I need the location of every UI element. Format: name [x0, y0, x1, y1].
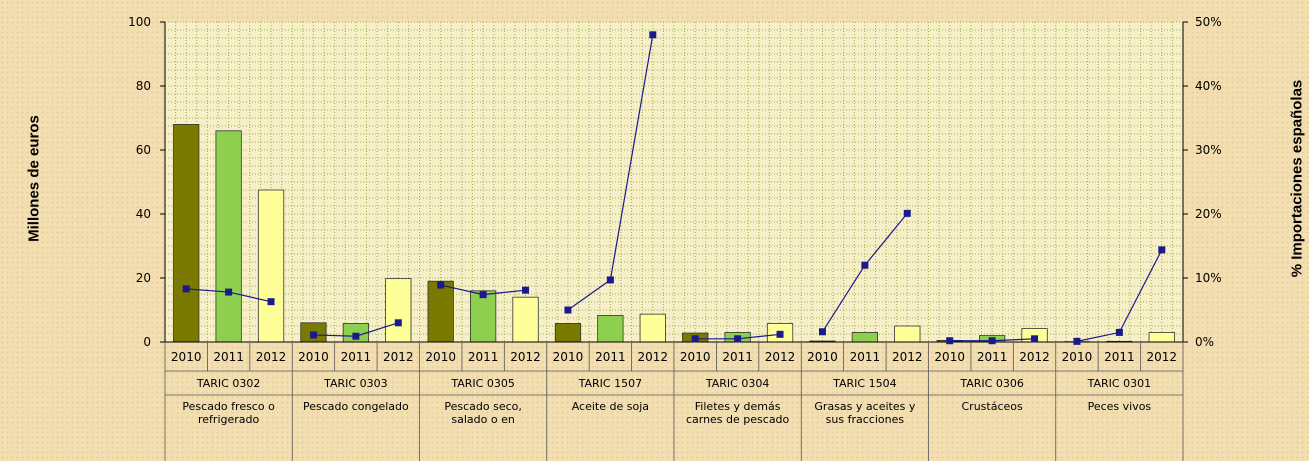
- year-label: 2010: [298, 350, 329, 364]
- pct-point-2-1: [479, 291, 487, 299]
- right-tick-label: 40%: [1195, 79, 1222, 93]
- pct-point-0-2: [267, 298, 275, 306]
- year-label: 2010: [553, 350, 584, 364]
- group-desc-label: refrigerado: [198, 413, 259, 426]
- left-tick-label: 100: [128, 15, 151, 29]
- group-code-label: TARIC 0303: [323, 377, 387, 390]
- pct-point-2-0: [437, 281, 445, 289]
- group-desc-label: Grasas y aceites y: [814, 400, 915, 413]
- pct-point-7-2: [1158, 246, 1166, 254]
- group-desc-label: carnes de pescado: [686, 413, 790, 426]
- pct-point-0-1: [225, 288, 233, 296]
- year-label: 2012: [510, 350, 541, 364]
- year-label: 2010: [807, 350, 838, 364]
- left-tick-label: 80: [136, 79, 151, 93]
- year-label: 2010: [680, 350, 711, 364]
- group-code-label: TARIC 1507: [578, 377, 642, 390]
- group-desc-label: Peces vivos: [1088, 400, 1152, 413]
- right-tick-label: 0%: [1195, 335, 1214, 349]
- year-label: 2012: [1147, 350, 1178, 364]
- pct-point-7-1: [1115, 328, 1123, 336]
- right-axis-title: % Importaciones españolas: [1288, 79, 1306, 278]
- year-label: 2011: [213, 350, 244, 364]
- pct-point-1-2: [394, 319, 402, 327]
- bar-2011-5: [851, 331, 879, 343]
- pct-point-3-0: [564, 306, 572, 314]
- pct-point-7-0: [1073, 337, 1081, 345]
- right-tick-label: 10%: [1195, 271, 1222, 285]
- pct-point-5-1: [861, 261, 869, 269]
- year-label: 2011: [850, 350, 881, 364]
- year-label: 2011: [977, 350, 1008, 364]
- pct-point-6-0: [946, 337, 954, 345]
- group-code-label: TARIC 0306: [959, 377, 1023, 390]
- group-desc-label: Pescado seco,: [444, 400, 522, 413]
- year-label: 2011: [468, 350, 499, 364]
- year-label: 2010: [934, 350, 965, 364]
- year-label: 2012: [638, 350, 669, 364]
- pct-point-3-2: [649, 31, 657, 39]
- pct-point-4-1: [734, 335, 742, 343]
- bar-2012-2: [512, 296, 539, 343]
- bar-2010-3: [554, 323, 582, 343]
- pct-point-5-2: [903, 209, 911, 217]
- group-code-label: TARIC 0301: [1087, 377, 1151, 390]
- pct-point-3-1: [606, 276, 614, 284]
- year-label: 2011: [722, 350, 753, 364]
- group-code-label: TARIC 1504: [832, 377, 896, 390]
- left-tick-label: 0: [143, 335, 151, 349]
- group-desc-label: Filetes y demás: [695, 400, 781, 413]
- pct-point-4-2: [776, 330, 784, 338]
- year-label: 2012: [765, 350, 796, 364]
- bar-2010-2: [427, 280, 454, 343]
- year-label: 2010: [1062, 350, 1093, 364]
- pct-point-6-1: [988, 337, 996, 345]
- pct-point-1-1: [352, 332, 360, 340]
- bar-2012-1: [385, 278, 412, 343]
- group-code-label: TARIC 0304: [705, 377, 769, 390]
- pct-point-2-2: [522, 286, 530, 294]
- group-desc-label: Aceite de soja: [572, 400, 649, 413]
- bar-2011-2: [469, 290, 497, 343]
- year-label: 2011: [595, 350, 626, 364]
- group-desc-label: Crustáceos: [962, 400, 1024, 413]
- year-label: 2011: [341, 350, 372, 364]
- pct-point-1-0: [309, 331, 317, 339]
- pct-point-5-0: [818, 328, 826, 336]
- right-tick-label: 20%: [1195, 207, 1222, 221]
- pct-point-4-0: [691, 335, 699, 343]
- group-code-label: TARIC 0305: [450, 377, 514, 390]
- group-desc-label: sus fracciones: [826, 413, 905, 426]
- year-label: 2012: [383, 350, 414, 364]
- group-desc-label: Pescado congelado: [303, 400, 409, 413]
- year-label: 2011: [1104, 350, 1135, 364]
- left-tick-label: 40: [136, 207, 151, 221]
- left-tick-label: 60: [136, 143, 151, 157]
- right-tick-label: 30%: [1195, 143, 1222, 157]
- year-label: 2012: [892, 350, 923, 364]
- pct-point-0-0: [182, 285, 190, 293]
- year-label: 2012: [256, 350, 287, 364]
- bar-2010-0: [173, 124, 200, 343]
- year-label: 2012: [1019, 350, 1050, 364]
- bar-2012-3: [639, 313, 666, 343]
- year-label: 2010: [171, 350, 202, 364]
- right-tick-label: 50%: [1195, 15, 1222, 29]
- left-tick-label: 20: [136, 271, 151, 285]
- bar-2012-5: [894, 325, 921, 343]
- year-label: 2010: [425, 350, 456, 364]
- pct-point-6-2: [1031, 335, 1039, 343]
- bar-2011-0: [215, 130, 242, 343]
- left-axis-title: Millones de euros: [25, 115, 43, 242]
- bar-2012-0: [257, 189, 285, 343]
- group-code-label: TARIC 0302: [196, 377, 260, 390]
- bar-2012-7: [1148, 331, 1175, 343]
- group-desc-label: salado o en: [451, 413, 514, 426]
- group-desc-label: Pescado fresco o: [182, 400, 275, 413]
- bar-2011-3: [597, 315, 624, 343]
